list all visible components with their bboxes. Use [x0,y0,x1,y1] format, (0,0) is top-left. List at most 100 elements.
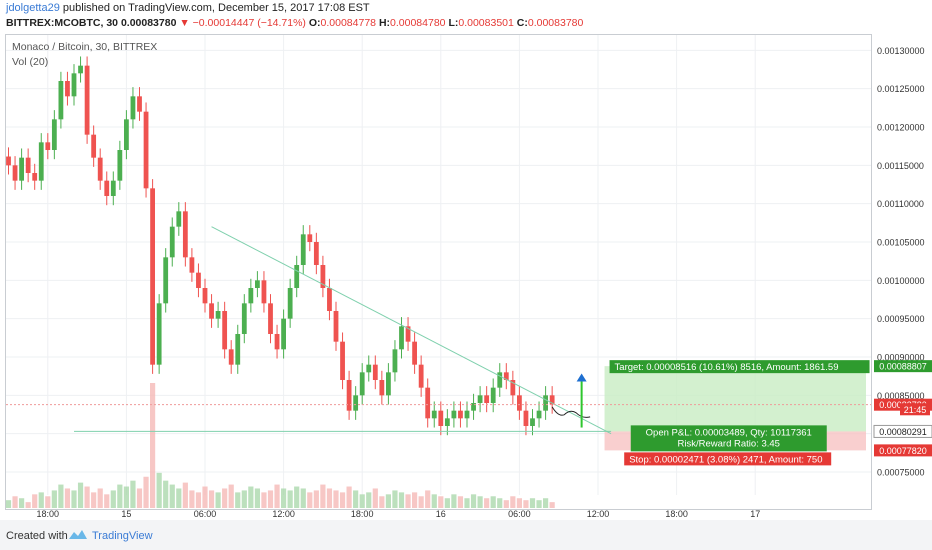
tradingview-logo-icon [69,530,87,539]
volume-bar [412,492,418,508]
volume-bar [366,492,372,508]
candle-body [477,395,483,403]
candle-body [196,272,201,288]
created-with-text: Created with [6,530,68,542]
price-chart[interactable]: 0.00130000 0.00125000 0.00120000 0.00115000… [0,0,932,520]
candle-body [549,395,555,405]
volume-bar [228,484,234,508]
volume-bar [444,498,450,508]
candle-body [281,318,286,350]
volume-bar [58,484,64,508]
close-label: C: [516,17,528,29]
candle-body [209,303,214,319]
candle-body [97,157,103,181]
volume-bar [241,490,247,508]
candle-body [379,380,385,396]
candle-body [458,410,463,419]
candle-body [392,349,398,373]
volume-bar [451,494,457,508]
candle-body [372,364,378,380]
target-label: Target: 0.00008516 (10.61%) 8516, Amount… [615,362,839,373]
volume-bar [438,496,444,508]
candle-body [320,265,326,288]
candle-body [222,311,228,350]
volume-bar [431,494,437,508]
candle-body [169,226,175,258]
tradingview-brand-link[interactable]: TradingView [92,530,153,542]
x-tick-label: 18:00 [37,509,60,519]
volume-bar [379,496,385,508]
volume-bar [169,484,175,508]
volume-bar [19,498,25,508]
axis-price-label: 21:45 [904,405,927,415]
candle-body [510,380,516,396]
arrow-up-icon [576,373,587,382]
candle-body [137,96,142,112]
volume-bar [51,490,57,508]
volume-bar [457,496,464,508]
volume-bar [549,502,555,508]
pnl-label-box [630,425,827,452]
volume-bar [91,492,97,508]
volume-bar [543,498,549,508]
volume-bar [163,480,169,508]
volume-bar [38,492,44,508]
candle-body [517,395,522,411]
volume-bar [189,490,195,508]
axis-price-label: 0.00077820 [879,446,927,456]
volume-bar [117,484,123,508]
candle-body [25,157,31,173]
candle-body [340,341,345,380]
symbol-label: BITTREX:MCOBTC, 30 [6,17,119,29]
x-tick-label: 18:00 [351,509,374,519]
candle-body [274,334,280,350]
candle-body [294,265,300,288]
volume-bar [418,496,424,508]
axis-price-label-box [873,424,932,438]
volume-bar [464,498,470,508]
x-tick-label: 18:00 [665,509,688,519]
stop-label: Stop: 0.00002471 (3.08%) 2471, Amount: 7… [629,454,822,465]
volume-bar [110,490,116,508]
volume-bar [516,498,522,508]
y-tick-label: 0.00105000 [877,238,925,248]
candle-body [182,211,188,258]
volume-bar [392,490,398,508]
candle-body [143,111,149,189]
volume-bar [254,488,260,508]
candle-body [431,410,437,419]
x-tick-label: 12:00 [272,509,295,519]
volume-bar [320,484,326,508]
candle-body [32,173,38,181]
author-link[interactable]: jdolgetta29 [6,2,60,14]
volume-bar [294,486,300,508]
volume-bar [359,494,365,508]
candle-body [38,142,44,181]
volume-bar [398,492,405,508]
symbol-header: BITTREX:MCOBTC, 30 0.00083780 ▼ −0.00014… [6,17,583,29]
candle-body [503,372,509,380]
candle-body [444,418,450,426]
volume-bar [425,490,431,508]
volume-bar [267,490,274,508]
volume-bar [182,482,188,508]
candle-body [359,372,365,396]
volume-bar [12,496,18,508]
chart-legend: Monaco / Bitcoin, 30, BITTREX Vol (20) [12,40,157,70]
y-tick-label: 0.00120000 [877,123,925,133]
high-label: H: [378,17,391,29]
candle-body [497,372,503,388]
last-price: 0.00083780 [120,17,177,29]
volume-bar [156,472,162,508]
candle-body [117,150,123,181]
volume-bar [143,476,149,508]
candle-body [241,303,247,334]
volume-bar [195,492,202,508]
y-tick-label: 0.00085000 [877,391,925,401]
open-value: 0.00084778 [320,17,377,29]
footer-bar: Created with TradingView [0,520,932,550]
volume-bar [71,490,77,508]
candle-body [353,395,359,411]
volume-bar [405,494,411,508]
volume-bar [176,488,182,508]
